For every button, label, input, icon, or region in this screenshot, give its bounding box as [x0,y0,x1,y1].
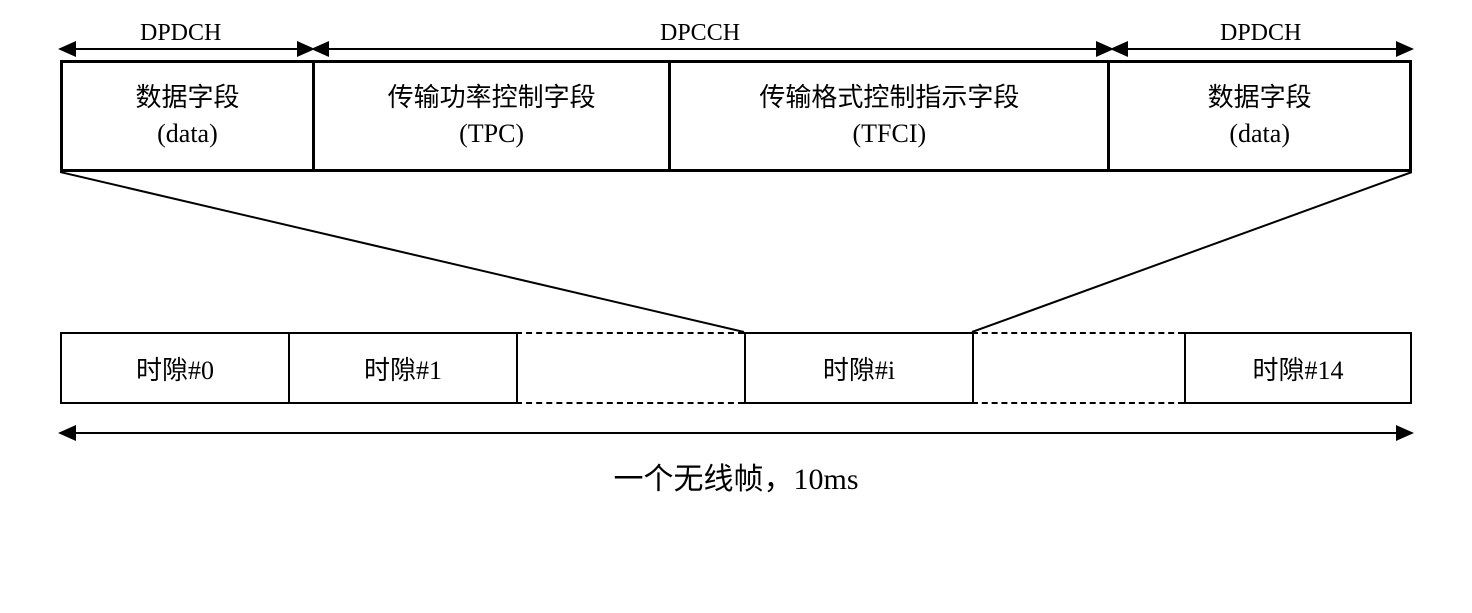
connector-svg [60,172,1412,332]
channel-labels: DPDCH DPCCH DPDCH [60,20,1412,60]
arrow-seg-2 [325,48,1100,50]
slot-label: 时隙#1 [364,350,442,387]
bottom-arrow-line [74,432,1398,434]
slot-label: 时隙#0 [136,350,214,387]
dpdch-left-label: DPDCH [140,20,221,47]
field-data-left: 数据字段 (data) [63,63,315,169]
field-tfci: 传输格式控制指示字段 (TFCI) [671,63,1110,169]
field-label: 传输功率控制字段 [388,80,596,116]
field-sublabel: (TPC) [459,116,524,152]
frame-label: 一个无线帧，10ms [60,454,1412,498]
fields-row: 数据字段 (data) 传输功率控制字段 (TPC) 传输格式控制指示字段 (T… [60,60,1412,172]
dpdch-right-label: DPDCH [1220,20,1301,47]
slot-0: 时隙#0 [60,332,288,404]
arrow-seg-3 [1124,48,1400,50]
field-label: 数据字段 [135,80,239,116]
slot-gap-1 [516,332,744,404]
field-tpc: 传输功率控制字段 (TPC) [315,63,671,169]
field-label: 传输格式控制指示字段 [759,80,1019,116]
bottom-arrow-left [58,424,76,442]
field-sublabel: (TFCI) [852,116,926,152]
slot-gap-2 [972,332,1184,404]
arrow-right-3 [1396,40,1414,58]
dpcch-label: DPCCH [660,20,740,47]
arrow-left-3 [1110,40,1128,58]
connectors [60,172,1412,332]
arrow-left-1 [58,40,76,58]
slot-label: 时隙#i [823,350,895,387]
arrow-seg-1 [72,48,301,50]
slot-label: 时隙#14 [1252,350,1343,387]
field-label: 数据字段 [1208,80,1312,116]
bottom-section: 一个无线帧，10ms [60,424,1412,498]
arrow-left-2 [311,40,329,58]
bottom-arrow-right [1396,424,1414,442]
field-sublabel: (data) [157,116,218,152]
field-sublabel: (data) [1229,116,1290,152]
slot-14: 时隙#14 [1184,332,1412,404]
slots-row: 时隙#0 时隙#1 时隙#i 时隙#14 [60,332,1412,404]
field-data-right: 数据字段 (data) [1110,63,1409,169]
slot-i: 时隙#i [744,332,972,404]
slot-1: 时隙#1 [288,332,516,404]
